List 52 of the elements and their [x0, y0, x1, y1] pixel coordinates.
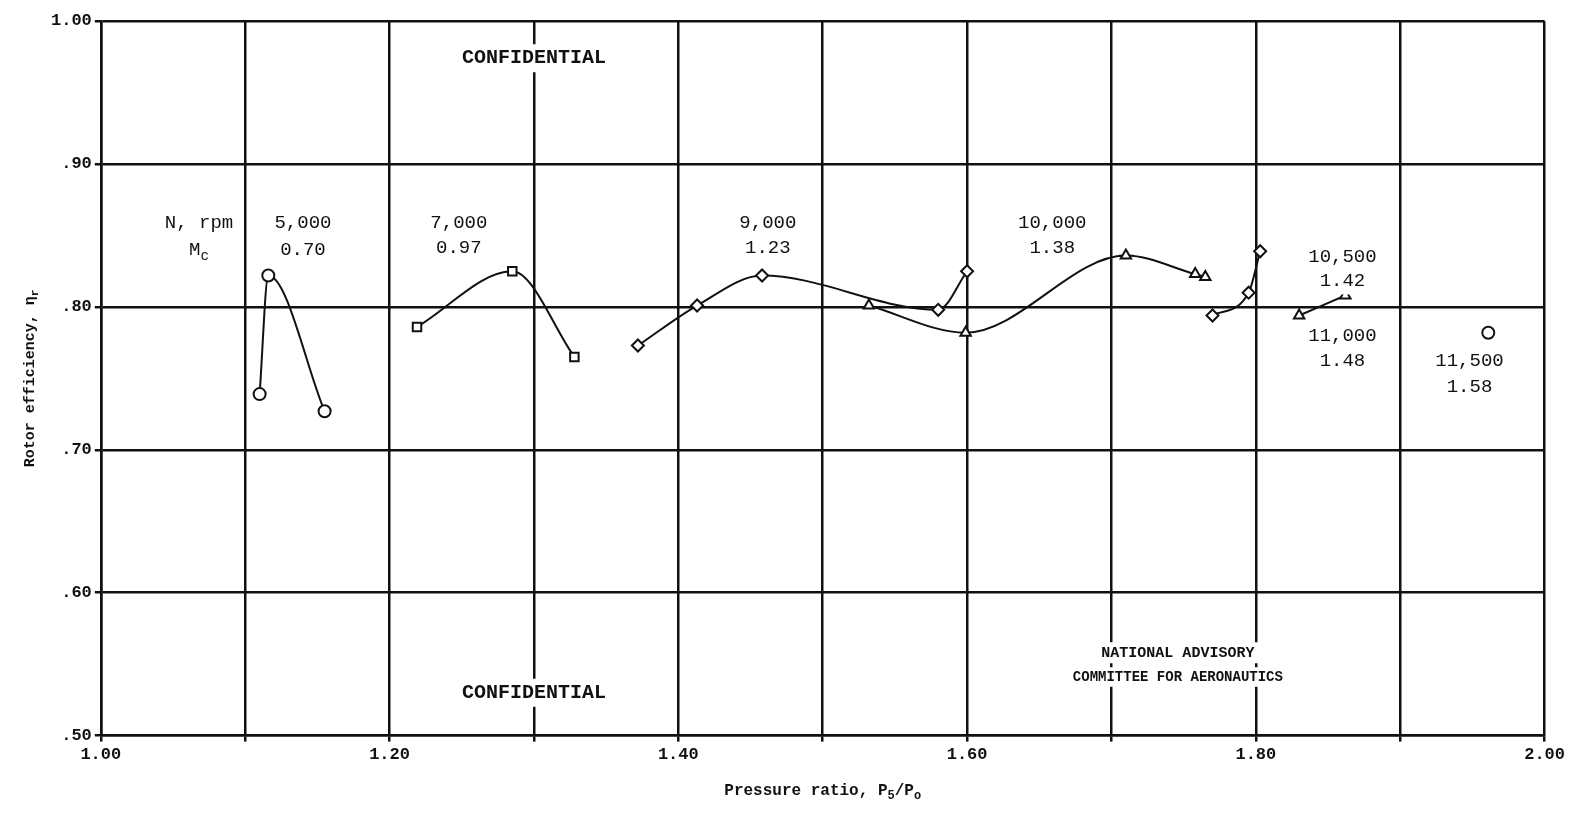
point [261, 268, 276, 283]
annotation: 1.23 [745, 237, 791, 260]
annotation: 1.38 [1029, 237, 1076, 260]
point [1119, 248, 1133, 260]
annotation: 1.58 [1446, 376, 1493, 398]
annotation: NATIONAL ADVISORY [1101, 644, 1255, 662]
annotation: 0.70 [280, 238, 326, 261]
annotation: 11,000 [1308, 324, 1377, 347]
annotation: 10,500 [1308, 245, 1377, 268]
y-tick-label: .60 [61, 583, 92, 602]
annotation: 10,000 [1018, 211, 1087, 234]
point [1199, 269, 1212, 281]
point [630, 338, 645, 353]
y-tick-label: .50 [61, 725, 92, 745]
x-tick-label: 1.80 [1235, 745, 1277, 765]
point [1205, 308, 1220, 323]
point [569, 351, 580, 363]
point [862, 298, 876, 310]
point [1481, 325, 1496, 340]
x-tick-label: 1.20 [369, 745, 410, 765]
point [317, 404, 332, 419]
annotation: 0.97 [436, 237, 482, 260]
y-axis-title: Rotor efficiency, ηr [21, 289, 42, 468]
annotation: N, rpm [164, 211, 234, 234]
annotation: 11,500 [1435, 350, 1504, 373]
y-tick-label: .90 [61, 154, 92, 174]
x-tick-label: 1.60 [946, 745, 988, 765]
point [960, 264, 975, 279]
point [1189, 267, 1202, 279]
x-tick-label: 1.40 [657, 745, 699, 765]
point [755, 268, 770, 283]
point [931, 302, 946, 317]
point [959, 325, 972, 337]
point [507, 266, 518, 277]
annotation: 9,000 [739, 211, 797, 234]
point [1241, 285, 1256, 300]
point [411, 321, 423, 333]
x-tick-label: 2.00 [1524, 745, 1565, 765]
y-tick-label: .70 [61, 440, 92, 460]
point [690, 298, 705, 313]
y-tick-label: 1.00 [50, 11, 92, 31]
annotation: CONFIDENTIAL [461, 680, 606, 704]
x-tick-label: 1.00 [80, 745, 122, 765]
annotation: CONFIDENTIAL [461, 46, 606, 70]
y-tick-label: .80 [61, 297, 92, 317]
point [1253, 244, 1268, 259]
annotation: COMMITTEE FOR AERONAUTICS [1072, 668, 1283, 685]
annotation: 5,000 [274, 211, 332, 234]
annotation: 1.48 [1319, 350, 1366, 373]
point [252, 387, 267, 402]
annotation: 7,000 [430, 211, 488, 234]
annotation: 1.42 [1319, 270, 1366, 293]
